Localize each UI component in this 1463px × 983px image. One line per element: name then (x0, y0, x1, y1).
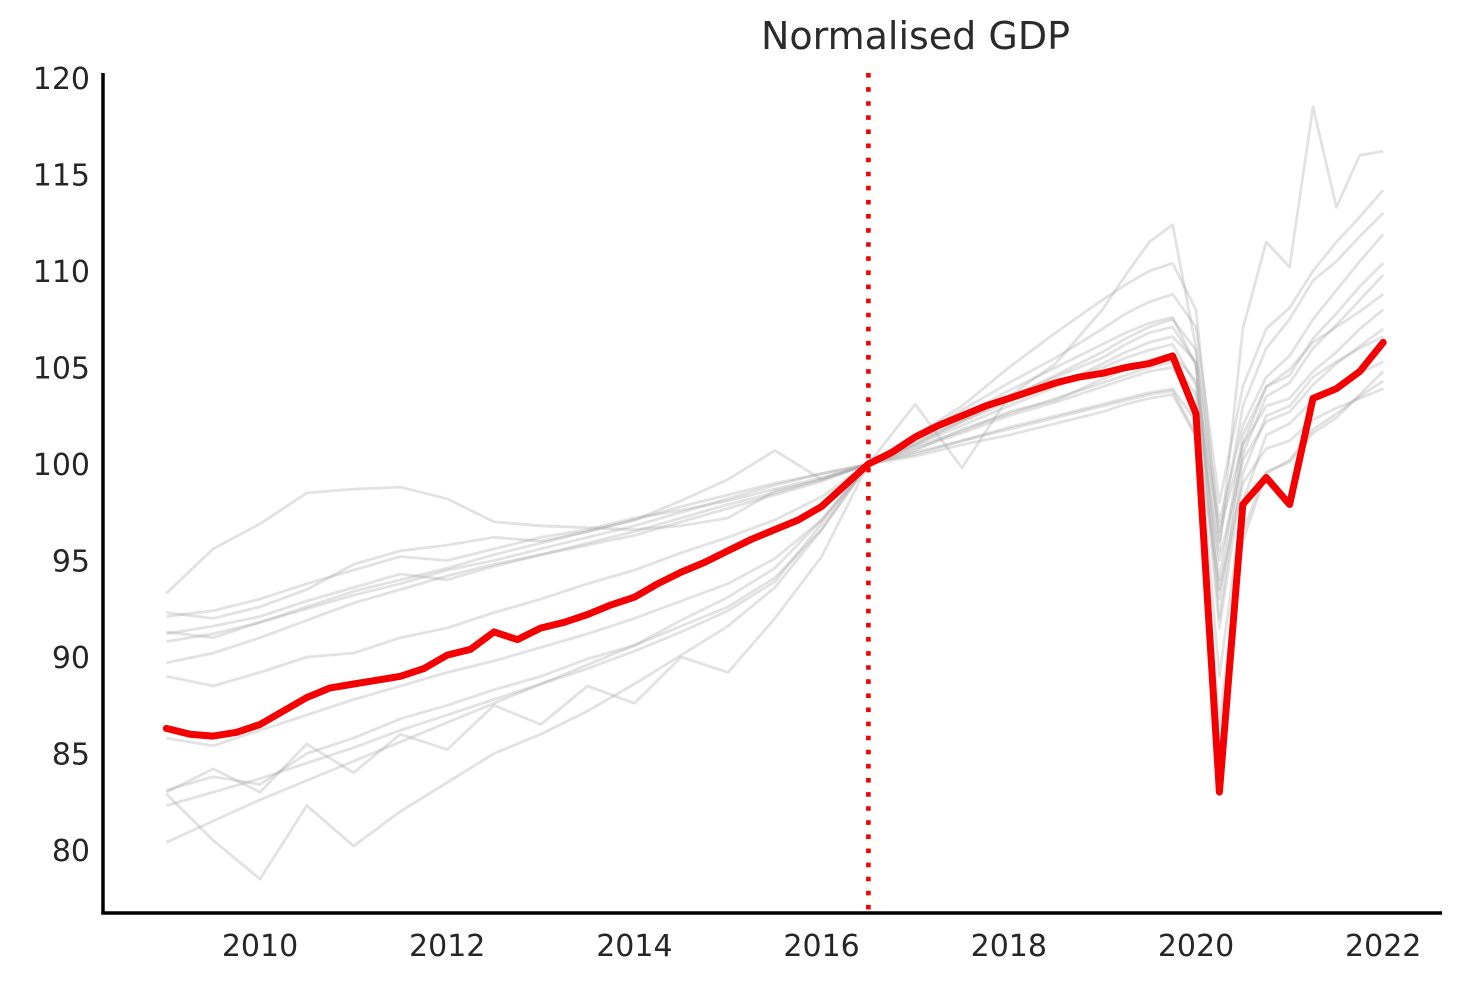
y-tick-label: 115 (33, 159, 90, 194)
gdp-line-background (165, 360, 1384, 881)
x-tick-label: 2016 (783, 929, 859, 964)
gdp-line-background (166, 335, 1384, 792)
gdp-line-background (166, 308, 1385, 618)
gdp-line-highlight (162, 338, 1387, 796)
y-tick-label: 110 (33, 255, 90, 290)
y-tick-label: 105 (33, 352, 90, 387)
x-tick-label: 2012 (409, 929, 485, 964)
y-tick-label: 85 (52, 738, 90, 773)
x-tick-label: 2014 (596, 929, 672, 964)
gdp-line-background (165, 105, 1384, 794)
x-tick-label: 2022 (1345, 929, 1421, 964)
gdp-line-background (166, 233, 1385, 636)
chart-title: Normalised GDP (760, 14, 1070, 58)
gdp-line-background (166, 379, 1384, 765)
y-tick-label: 95 (52, 545, 90, 580)
gdp-line-background (166, 273, 1385, 688)
y-tick-label: 80 (52, 834, 90, 869)
x-tick-label: 2020 (1158, 929, 1234, 964)
gdp-line-background (165, 387, 1384, 595)
y-tick-label: 90 (52, 641, 90, 676)
gdp-line-background (166, 327, 1385, 620)
y-tick-label: 100 (33, 448, 90, 483)
y-tick-label: 120 (33, 62, 90, 97)
x-tick-label: 2018 (971, 929, 1047, 964)
x-tick-label: 2010 (222, 929, 298, 964)
